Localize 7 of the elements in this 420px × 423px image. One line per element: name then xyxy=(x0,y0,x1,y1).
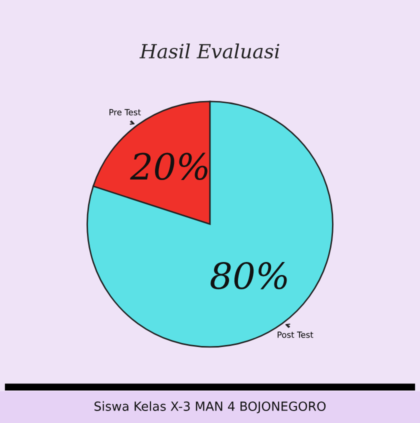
text: Siswa Kelas X-3 MAN 4 BOJONEGORO xyxy=(94,401,326,414)
slice-label: Post Test xyxy=(278,332,314,338)
pie-slice xyxy=(86,100,334,348)
chart-title: Hasil Evaluasi xyxy=(139,43,280,59)
data-label: 20% xyxy=(130,152,208,180)
data-label: 80% xyxy=(210,262,287,290)
slice-label: Pre Test xyxy=(110,109,141,116)
